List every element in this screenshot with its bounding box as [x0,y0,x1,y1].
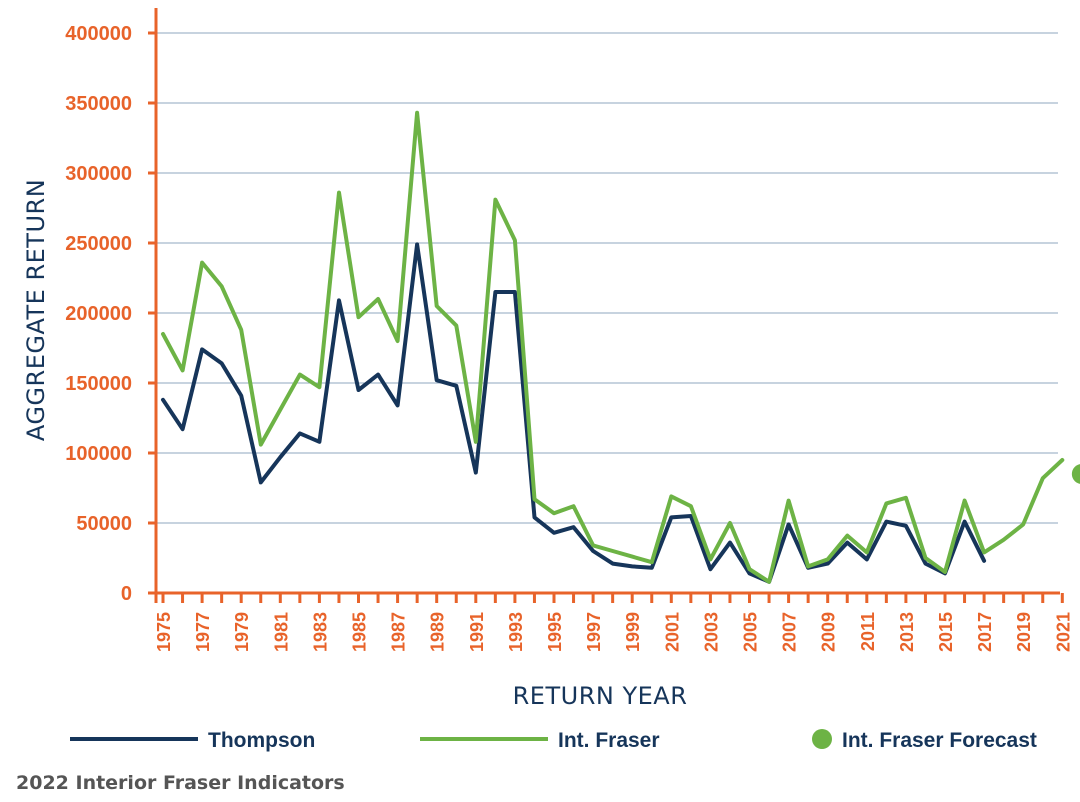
xtick-label-2007: 2007 [780,612,800,652]
legend-item-int-fraser: Int. Fraser [420,729,660,752]
xtick-label-2021: 2021 [1053,612,1073,652]
legend-label-int-fraser: Int. Fraser [558,729,660,752]
ytick-label-250000: 250000 [65,233,132,255]
xtick-label-2001: 2001 [662,612,682,652]
xtick-label-1991: 1991 [467,612,487,652]
axis-layer: 0 50000 100000 150000 200000 250000 300000 3500… [65,8,1073,652]
xtick-label-2013: 2013 [897,612,917,652]
xtick-label-2011: 2011 [858,612,878,651]
ytick-label-350000: 350000 [65,93,132,115]
ytick-label-0: 0 [121,583,132,605]
legend-label-int-fraser-forecast: Int. Fraser Forecast [842,729,1037,752]
xtick-label-1993: 1993 [506,612,526,652]
xtick-label-2019: 2019 [1014,612,1034,652]
series-line-int-fraser [161,110,1065,584]
xtick-label-1995: 1995 [545,612,565,652]
legend-item-int-fraser-forecast: Int. Fraser Forecast [812,729,1037,752]
xtick-label-1977: 1977 [193,612,213,652]
xtick-label-1983: 1983 [310,612,330,652]
point-int-fraser-forecast-2022 [1071,464,1080,484]
xtick-label-1999: 1999 [623,612,643,652]
y-axis-title: AGGREGATE RETURN [22,179,50,441]
xtick-label-1975: 1975 [154,612,174,652]
series-layer [161,110,1080,584]
xtick-label-1979: 1979 [232,612,252,652]
xtick-label-1989: 1989 [428,612,448,652]
x-axis-title: RETURN YEAR [513,682,688,710]
xtick-label-2017: 2017 [975,612,995,652]
xtick-label-2009: 2009 [819,612,839,652]
series-line-thompson [161,242,987,584]
xtick-label-1981: 1981 [271,612,291,652]
ytick-label-200000: 200000 [65,303,132,325]
footer-source: 2022 Interior Fraser Indicators [16,772,345,794]
ytick-label-300000: 300000 [65,163,132,185]
legend-item-thompson: Thompson [70,729,315,752]
xtick-label-1985: 1985 [350,612,370,652]
xtick-label-1997: 1997 [584,612,604,652]
ytick-label-100000: 100000 [65,443,132,465]
ytick-label-50000: 50000 [76,513,132,535]
grid-layer [156,32,1058,524]
ytick-label-150000: 150000 [65,373,132,395]
xtick-label-1987: 1987 [389,612,409,652]
xtick-label-2005: 2005 [741,612,761,652]
legend: Thompson Int. Fraser Int. Fraser Forecas… [70,729,1037,752]
xtick-label-2003: 2003 [701,612,721,652]
legend-label-thompson: Thompson [208,729,315,752]
xtick-label-2015: 2015 [936,612,956,652]
ytick-label-400000: 400000 [65,23,132,45]
legend-swatch-forecast-dot [812,729,832,749]
